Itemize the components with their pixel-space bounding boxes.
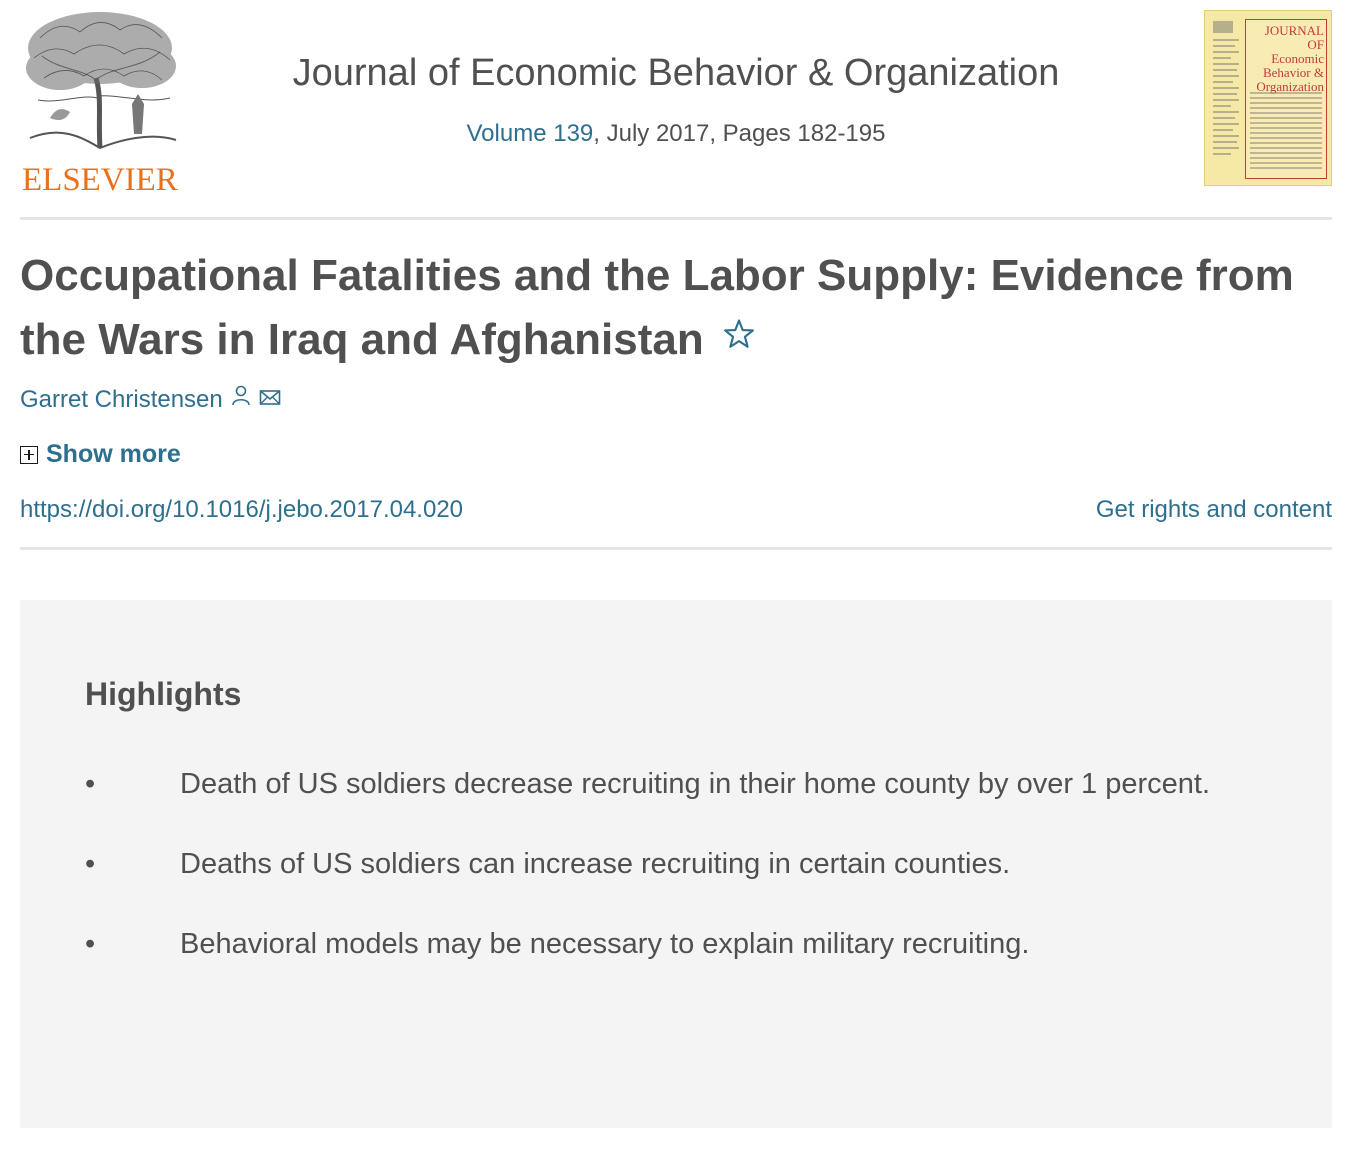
show-more-label: Show more (46, 440, 181, 468)
issue-details: , July 2017, Pages 182-195 (593, 120, 886, 147)
journal-header: ELSEVIER Journal of Economic Behavior & … (20, 0, 1332, 218)
cover-contents-lines (1211, 17, 1241, 179)
plus-box-icon (20, 445, 38, 464)
elsevier-logo[interactable]: ELSEVIER (20, 8, 180, 198)
highlights-heading: Highlights (85, 676, 242, 712)
article-title: Occupational Fatalities and the Labor Su… (20, 251, 1294, 364)
author-name[interactable]: Garret Christensen (20, 385, 223, 413)
journal-cover-thumbnail[interactable]: JOURNAL OF Economic Behavior & Organizat… (1204, 10, 1332, 186)
doi-row: https://doi.org/10.1016/j.jebo.2017.04.0… (20, 496, 1332, 524)
journal-title[interactable]: Journal of Economic Behavior & Organizat… (292, 52, 1060, 94)
bullet: • (85, 928, 96, 960)
bullet: • (85, 848, 96, 880)
cover-journal-title: JOURNAL OF Economic Behavior & Organizat… (1256, 23, 1324, 94)
highlight-item: • Death of US soldiers decrease recruiti… (85, 760, 1225, 808)
volume-link[interactable]: Volume 139 (466, 120, 594, 147)
envelope-icon[interactable] (259, 386, 281, 414)
publisher-name: ELSEVIER (22, 162, 178, 198)
highlight-text: Behavioral models may be necessary to ex… (180, 928, 1030, 960)
cover-title-box: JOURNAL OF Economic Behavior & Organizat… (1245, 19, 1327, 179)
person-icon[interactable] (231, 385, 251, 414)
bullet: • (85, 768, 96, 800)
article-title-heading: Occupational Fatalities and the Labor Su… (20, 244, 1340, 372)
highlights-list: • Death of US soldiers decrease recruiti… (85, 760, 1225, 1000)
doi-link[interactable]: https://doi.org/10.1016/j.jebo.2017.04.0… (20, 496, 464, 523)
journal-issue-info: Volume 139, July 2017, Pages 182-195 (20, 120, 1332, 148)
header-divider (20, 217, 1332, 220)
elsevier-tree-logo (26, 12, 177, 150)
highlight-item: • Deaths of US soldiers can increase rec… (85, 840, 1225, 888)
highlight-item: • Behavioral models may be necessary to … (85, 920, 1225, 968)
author-list: Garret Christensen (20, 385, 281, 414)
show-more-toggle[interactable]: Show more (20, 440, 181, 469)
highlights-panel: Highlights • Death of US soldiers decrea… (20, 600, 1332, 1128)
highlight-text: Deaths of US soldiers can increase recru… (180, 848, 1011, 880)
get-rights-link[interactable]: Get rights and content (1095, 496, 1332, 523)
cover-table-of-contents (1250, 92, 1322, 172)
star-icon[interactable] (722, 305, 756, 369)
meta-divider (20, 547, 1332, 550)
highlight-text: Death of US soldiers decrease recruiting… (180, 768, 1211, 800)
